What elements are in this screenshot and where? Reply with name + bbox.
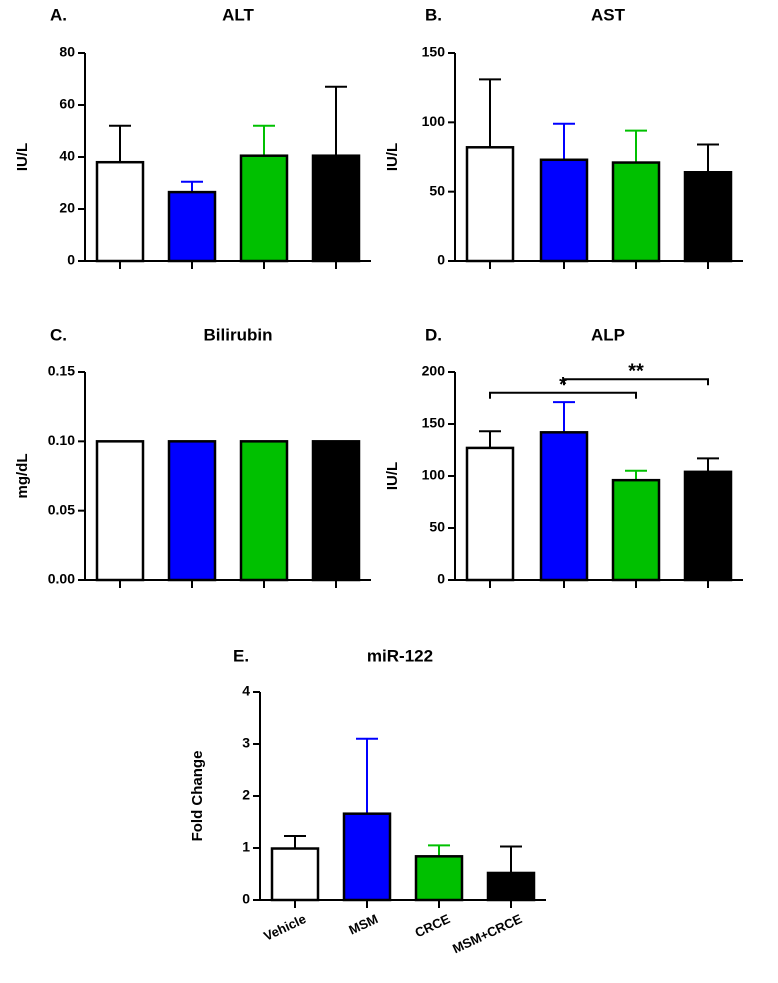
bar — [465, 146, 515, 263]
y-tick-label: 100 — [422, 467, 446, 483]
bar — [486, 871, 536, 902]
y-tick-label: 20 — [59, 200, 75, 216]
chart-title: ALP — [591, 325, 625, 344]
bar — [239, 154, 289, 263]
bar — [239, 440, 289, 582]
chart-title: Bilirubin — [204, 325, 273, 344]
y-tick-label: 0.15 — [48, 363, 75, 379]
x-tick-label: MSM — [346, 911, 380, 937]
y-tick-label: 0 — [437, 252, 445, 268]
y-tick-label: 0 — [67, 252, 75, 268]
significance-bracket — [489, 391, 637, 399]
y-axis-label: mg/dL — [14, 454, 31, 499]
bar — [539, 158, 589, 263]
panel-label: E. — [233, 646, 249, 665]
bar — [683, 470, 733, 582]
y-tick-label: 3 — [242, 735, 250, 751]
bar — [311, 440, 361, 582]
significance-bracket — [563, 378, 709, 386]
panel-label: A. — [50, 5, 67, 24]
y-tick-label: 1 — [242, 839, 250, 855]
bar — [683, 171, 733, 263]
y-tick-label: 50 — [429, 182, 445, 198]
bar — [539, 431, 589, 582]
panel-label: D. — [425, 325, 442, 344]
y-tick-label: 0.05 — [48, 501, 75, 517]
y-axis-label: Fold Change — [189, 751, 206, 842]
bar — [342, 812, 392, 902]
y-axis-label: IU/L — [384, 462, 401, 490]
chart-title: AST — [591, 5, 626, 24]
bar — [270, 847, 320, 902]
y-tick-label: 0 — [242, 891, 250, 907]
bar — [414, 855, 464, 902]
y-tick-label: 40 — [59, 148, 75, 164]
panel-label: C. — [50, 325, 67, 344]
bar — [167, 190, 217, 263]
y-tick-label: 0 — [437, 571, 445, 587]
x-tick-label: Vehicle — [261, 911, 308, 944]
x-tick-label: CRCE — [413, 911, 453, 940]
y-tick-label: 150 — [422, 44, 446, 60]
panel-label: B. — [425, 5, 442, 24]
chart-title: ALT — [222, 5, 254, 24]
y-axis-label: IU/L — [14, 143, 31, 171]
y-tick-label: 0.00 — [48, 571, 75, 587]
x-tick-label: MSM+CRCE — [450, 911, 524, 956]
y-tick-label: 80 — [59, 44, 75, 60]
bar — [311, 154, 361, 263]
significance-label: ** — [628, 360, 644, 382]
bar — [167, 440, 217, 582]
y-tick-label: 2 — [242, 787, 250, 803]
y-tick-label: 200 — [422, 363, 446, 379]
bar — [611, 478, 661, 582]
y-tick-label: 60 — [59, 96, 75, 112]
y-tick-label: 50 — [429, 519, 445, 535]
y-tick-label: 150 — [422, 415, 446, 431]
y-tick-label: 100 — [422, 113, 446, 129]
bar — [95, 440, 145, 582]
y-axis-label: IU/L — [384, 143, 401, 171]
y-tick-label: 4 — [242, 683, 250, 699]
chart-title: miR-122 — [367, 646, 433, 665]
y-tick-label: 0.10 — [48, 432, 75, 448]
bar — [95, 160, 145, 263]
bar — [611, 161, 661, 263]
bar — [465, 446, 515, 582]
